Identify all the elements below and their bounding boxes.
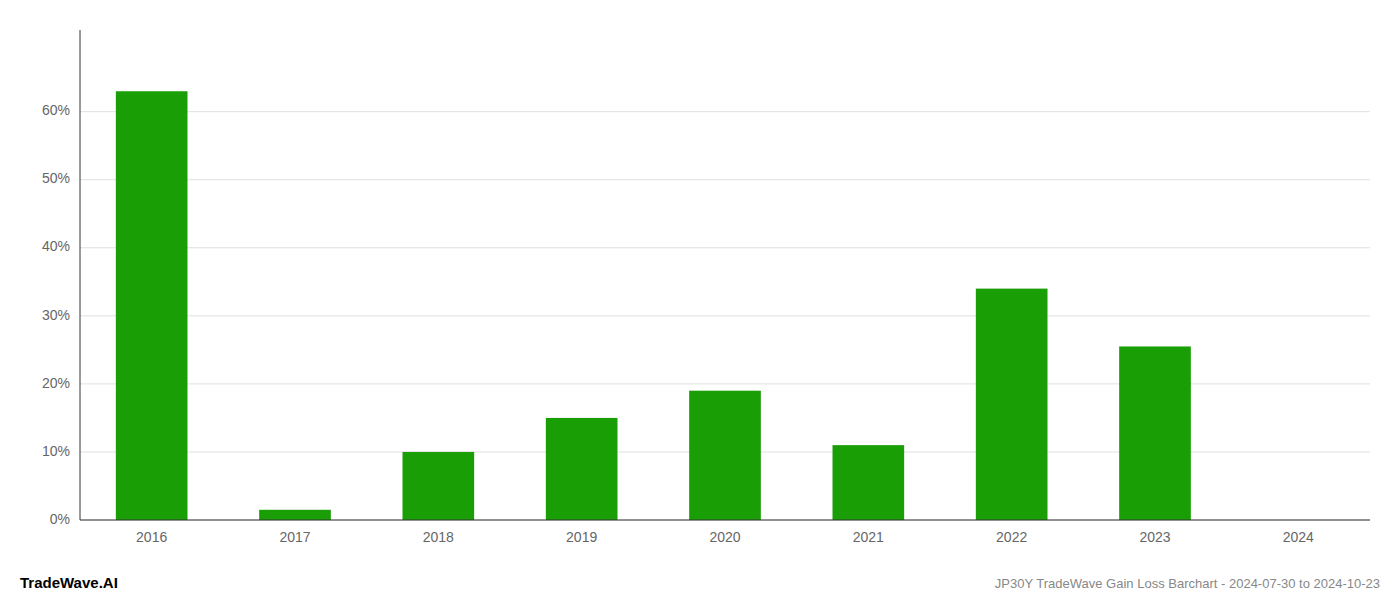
chart: 0% 10% 20% 30% 40% 50% 60% 2016 2017 2018 2019 2020… — [0, 0, 1400, 600]
x-tick-label: 2020 — [709, 529, 740, 545]
grid-line — [80, 247, 1370, 248]
page: {"chart_data": {"type": "bar", "categori… — [0, 0, 1400, 600]
bars — [116, 91, 1191, 520]
grid-line — [80, 520, 1370, 521]
y-tick-label: 20% — [42, 375, 70, 391]
bar — [116, 91, 188, 520]
y-axis-line — [80, 30, 81, 520]
bar — [976, 289, 1048, 520]
bar — [1119, 346, 1191, 520]
y-tick-label: 60% — [42, 102, 70, 118]
x-tick-label: 2024 — [1283, 529, 1314, 545]
y-ticks: 0% 10% 20% 30% 40% 50% 60% — [42, 102, 70, 526]
x-tick-label: 2016 — [136, 529, 167, 545]
grid-line — [80, 315, 1370, 316]
bar — [403, 452, 475, 520]
bar — [689, 391, 761, 520]
y-tick-label: 50% — [42, 170, 70, 186]
x-tick-label: 2019 — [566, 529, 597, 545]
x-tick-label: 2022 — [996, 529, 1027, 545]
grid-line — [80, 179, 1370, 180]
annotation: JP30Y TradeWave Gain Loss Barchart - 202… — [995, 576, 1380, 591]
y-tick-label: 0% — [50, 511, 70, 527]
y-tick-label: 40% — [42, 238, 70, 254]
y-tick-label: 10% — [42, 443, 70, 459]
grid — [80, 112, 1370, 520]
annotation: TradeWave.AI — [20, 574, 118, 591]
x-tick-label: 2017 — [279, 529, 310, 545]
bar — [259, 510, 331, 520]
grid-line — [80, 111, 1370, 112]
x-axis-line — [80, 520, 1370, 521]
x-ticks: 2016 2017 2018 2019 2020 2021 2022 2023 2024 — [136, 529, 1314, 545]
bar — [546, 418, 618, 520]
bar — [833, 445, 905, 520]
y-tick-label: 30% — [42, 307, 70, 323]
x-tick-label: 2021 — [853, 529, 884, 545]
x-tick-label: 2018 — [423, 529, 454, 545]
x-tick-label: 2023 — [1139, 529, 1170, 545]
